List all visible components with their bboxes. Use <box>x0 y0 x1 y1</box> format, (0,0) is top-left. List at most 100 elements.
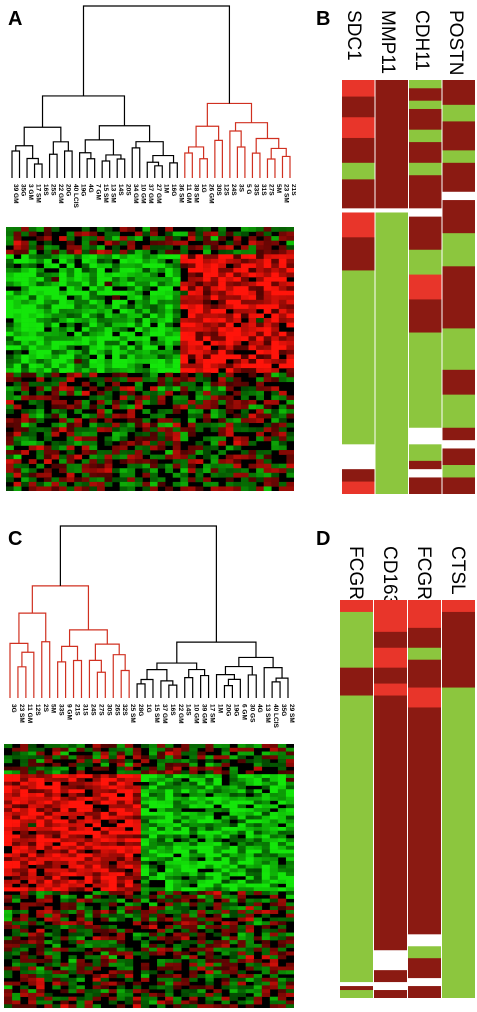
heatmap-cell <box>52 925 61 930</box>
heatmap-cell <box>89 404 98 410</box>
heatmap-cell <box>127 227 136 232</box>
heatmap-cell <box>150 272 158 278</box>
heatmap-cell <box>225 340 234 346</box>
heatmap-cell <box>150 459 158 464</box>
heatmap-cell <box>197 823 206 828</box>
heatmap-cell <box>4 785 13 790</box>
dendrogram-branch <box>223 685 233 698</box>
heatmap-cell <box>119 340 128 346</box>
heatmap-cell <box>149 811 158 816</box>
heatmap-cell <box>203 263 211 269</box>
heatmap-cell <box>165 894 174 899</box>
heatmap-cell <box>68 834 77 839</box>
heatmap-cell <box>203 254 211 260</box>
heatmap-cell <box>59 349 67 355</box>
heatmap-cell <box>181 860 190 865</box>
heatmap-cell <box>21 395 30 401</box>
heatmap-cell <box>248 354 257 360</box>
heatmap-cell <box>36 943 45 948</box>
heatmap-cell <box>36 864 45 869</box>
heatmap-cell <box>187 263 196 269</box>
heatmap-cell <box>124 762 134 767</box>
heatmap-cell <box>286 286 294 292</box>
sample-label: 16G <box>170 184 177 196</box>
heatmap-cell <box>6 249 14 255</box>
heatmap-cell <box>261 898 271 903</box>
heatmap-cell <box>104 427 113 433</box>
heatmap-cell <box>205 928 214 933</box>
heatmap-cell <box>100 868 110 873</box>
heatmap-cell <box>74 336 83 342</box>
heatmap-cell <box>218 227 227 232</box>
heatmap-cell <box>213 796 222 801</box>
heatmap-cell <box>124 759 134 764</box>
heatmap-cell <box>44 785 53 790</box>
heatmap-cell <box>157 932 166 937</box>
heatmap-cell <box>205 958 214 964</box>
heatmap-cell <box>269 974 279 979</box>
heatmap-cell <box>140 759 150 764</box>
heatmap-cell <box>210 395 219 401</box>
heatmap-cell <box>13 245 22 251</box>
heatmap-cell <box>286 450 294 455</box>
heatmap-cell <box>142 331 151 337</box>
heatmap-cell <box>157 295 166 301</box>
heatmap-cell <box>263 486 272 491</box>
heatmap-cell <box>52 762 61 767</box>
heatmap-cell <box>132 936 142 941</box>
heatmap-cell <box>173 826 182 832</box>
heatmap-cell <box>100 796 110 801</box>
heatmap-cell <box>21 345 30 351</box>
heatmap-cell <box>221 970 230 975</box>
heatmap-cell <box>218 318 227 323</box>
expression-segment <box>374 695 407 951</box>
heatmap-cell <box>233 231 242 237</box>
heatmap-cell <box>52 838 61 843</box>
heatmap-cell <box>119 399 128 405</box>
heatmap-cell <box>271 413 280 419</box>
heatmap-cell <box>96 404 105 410</box>
heatmap-cell <box>28 440 37 446</box>
heatmap-cell <box>173 902 182 907</box>
heatmap-cell <box>278 263 287 269</box>
heatmap-cell <box>59 340 67 346</box>
heatmap-cell <box>20 838 29 843</box>
heatmap-cell <box>81 354 90 360</box>
heatmap-cell <box>127 359 136 364</box>
heatmap-cell <box>277 940 287 945</box>
heatmap-cell <box>52 974 61 979</box>
heatmap-cell <box>149 872 158 877</box>
heatmap-cell <box>271 445 280 451</box>
heatmap-cell <box>13 436 22 442</box>
heatmap-cell <box>28 868 37 873</box>
heatmap-cell <box>172 236 181 241</box>
dendrogram-root <box>82 5 231 104</box>
heatmap-cell <box>261 793 271 798</box>
heatmap-cell <box>256 281 264 287</box>
heatmap-cell <box>6 290 14 296</box>
heatmap-cell <box>124 864 134 869</box>
heatmap-cell <box>36 359 45 364</box>
heatmap-cell <box>233 413 242 419</box>
heatmap-cell <box>181 811 190 816</box>
heatmap-cell <box>173 943 182 948</box>
heatmap-cell <box>36 245 45 251</box>
heatmap-cell <box>237 925 246 930</box>
heatmap-cell <box>269 868 279 873</box>
heatmap-cell <box>165 454 174 460</box>
heatmap-cell <box>157 958 166 964</box>
heatmap-cell <box>261 977 271 982</box>
heatmap-cell <box>189 902 198 907</box>
heatmap-cell <box>134 481 143 487</box>
heatmap-cell <box>96 295 105 301</box>
heatmap-cell <box>189 966 198 971</box>
heatmap-cell <box>68 936 77 941</box>
heatmap-cell <box>172 290 181 296</box>
heatmap-cell <box>253 796 263 801</box>
sample-label: 15 SM <box>102 184 109 203</box>
heatmap-cell <box>36 286 45 292</box>
heatmap-cell <box>157 951 166 956</box>
heatmap-cell <box>165 295 174 301</box>
heatmap-cell <box>21 227 30 232</box>
heatmap-cell <box>100 974 110 979</box>
